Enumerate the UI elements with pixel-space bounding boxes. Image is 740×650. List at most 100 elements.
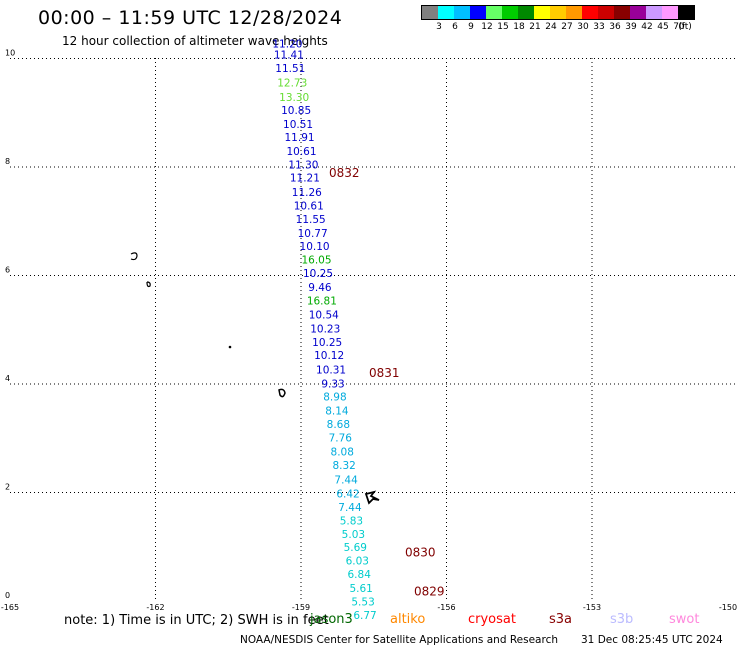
satellite-label-jason3: jason3 (310, 612, 353, 627)
wave-height-value: 10.85 (281, 105, 311, 117)
legend-tick: 45 (657, 22, 669, 32)
wave-height-value: 5.61 (349, 583, 372, 595)
wave-height-value: 11.30 (288, 160, 318, 172)
wave-height-value: 10.23 (310, 323, 340, 335)
wave-height-value: 6.77 (353, 610, 376, 622)
longitude-tick-label: -159 (292, 603, 310, 612)
wave-height-value: 10.31 (316, 365, 346, 377)
legend-swatch (566, 6, 582, 19)
wave-height-value: 5.53 (351, 596, 374, 608)
legend-tick: 3 (436, 22, 442, 32)
legend-swatch (582, 6, 598, 19)
wave-height-value: 7.44 (334, 474, 358, 486)
legend-swatch (678, 6, 694, 19)
legend-swatch (438, 6, 454, 19)
satellite-label-s3b: s3b (610, 612, 634, 627)
wave-height-value: 5.83 (340, 516, 363, 528)
island-outline-3 (228, 345, 232, 349)
legend-tick: 39 (625, 22, 637, 32)
wave-height-value: 11.41 (274, 50, 304, 62)
legend-tick: 27 (561, 22, 573, 32)
legend-swatch (614, 6, 630, 19)
legend-tick: 33 (593, 22, 605, 32)
legend-tick-labels: 3 6 9 12 15 18 21 24 27 30 33 36 39 42 45 70 (ft) (421, 20, 695, 34)
legend-tick: 24 (545, 22, 557, 32)
legend-tick: 18 (513, 22, 525, 32)
satellite-label-altiko: altiko (390, 612, 426, 627)
island-outline-4 (278, 388, 286, 398)
wave-height-value: 11.55 (296, 214, 326, 226)
pass-time-labels: 0832 0831 0830 0829 (329, 166, 445, 599)
wave-height-value: 12.73 (277, 78, 307, 90)
pass-time-label: 0831 (369, 366, 400, 380)
legend-tick: 42 (641, 22, 653, 32)
wave-height-value: 16.81 (307, 295, 337, 307)
wave-height-value: 11.26 (292, 187, 322, 199)
legend-tick: 21 (529, 22, 541, 32)
latitude-tick-label: 4 (5, 374, 10, 383)
wave-height-value: 10.61 (294, 200, 324, 212)
wave-height-value: 7.44 (338, 502, 362, 514)
generated-timestamp: 31 Dec 08:25:45 UTC 2024 (581, 634, 723, 646)
legend-swatch (422, 6, 438, 19)
latitude-tick-label: 6 (5, 266, 10, 275)
longitude-tick-label: -150 (719, 603, 737, 612)
wave-height-value: 8.14 (325, 405, 349, 417)
latitude-tick-label: 0 (5, 591, 10, 600)
wave-height-value: 8.32 (332, 460, 355, 472)
legend-tick: 36 (609, 22, 621, 32)
legend-swatch (646, 6, 662, 19)
color-scale-legend: 3 6 9 12 15 18 21 24 27 30 33 36 39 42 45 70 (ft) (421, 5, 695, 34)
legend-swatch (502, 6, 518, 19)
map-subtitle: 12 hour collection of altimeter wave hei… (62, 34, 328, 48)
wave-height-value: 10.12 (314, 350, 344, 362)
pass-time-label: 0829 (414, 585, 445, 599)
island-outline-2 (146, 281, 151, 288)
axis-tick-labels: 0 2 4 6 8 10 -165 -162 -159 -156 -153 -150 (1, 49, 737, 613)
legend-swatch (454, 6, 470, 19)
legend-swatch (662, 6, 678, 19)
map-title: 00:00 – 11:59 UTC 12/28/2024 (38, 7, 343, 29)
longitude-tick-label: -162 (146, 603, 164, 612)
wave-height-value: 5.03 (342, 529, 365, 541)
wave-height-value: 6.03 (346, 556, 369, 568)
wave-height-value: 11.20 (272, 39, 302, 51)
wave-height-value: 10.25 (312, 337, 342, 349)
longitude-tick-label: -156 (437, 603, 455, 612)
legend-swatch (470, 6, 486, 19)
satellite-label-cryosat: cryosat (468, 612, 516, 627)
legend-swatch (534, 6, 550, 19)
units-note: note: 1) Time is in UTC; 2) SWH is in fe… (64, 613, 329, 628)
credit-line: NOAA/NESDIS Center for Satellite Applica… (240, 634, 558, 646)
wave-height-value: 10.61 (286, 146, 316, 158)
wave-height-value: 11.51 (275, 63, 305, 75)
wave-height-value: 8.98 (323, 391, 346, 403)
wave-height-value: 10.54 (309, 309, 339, 321)
legend-tick: (ft) (678, 22, 692, 32)
legend-tick: 9 (468, 22, 474, 32)
legend-swatch-bar (421, 5, 695, 20)
latitude-tick-label: 2 (5, 483, 10, 492)
map-gridlines (10, 58, 735, 601)
legend-tick: 30 (577, 22, 589, 32)
wave-height-value: 5.69 (344, 542, 367, 554)
wave-height-value: 10.10 (300, 241, 330, 253)
legend-swatch (518, 6, 534, 19)
wave-height-value: 7.76 (329, 433, 353, 445)
longitude-tick-label: -165 (1, 603, 19, 612)
wave-height-value: 8.08 (331, 447, 354, 459)
wave-height-value: 11.21 (290, 173, 320, 185)
island-outline-1 (130, 252, 138, 261)
wave-height-value: 6.42 (336, 488, 359, 500)
wave-height-value: 10.51 (283, 119, 313, 131)
legend-swatch (598, 6, 614, 19)
legend-swatch (550, 6, 566, 19)
wave-height-value: 16.05 (301, 255, 331, 267)
pass-time-label: 0832 (329, 166, 360, 180)
wave-height-value: 6.84 (348, 569, 372, 581)
legend-swatch (630, 6, 646, 19)
wave-height-value: 9.33 (321, 378, 344, 390)
